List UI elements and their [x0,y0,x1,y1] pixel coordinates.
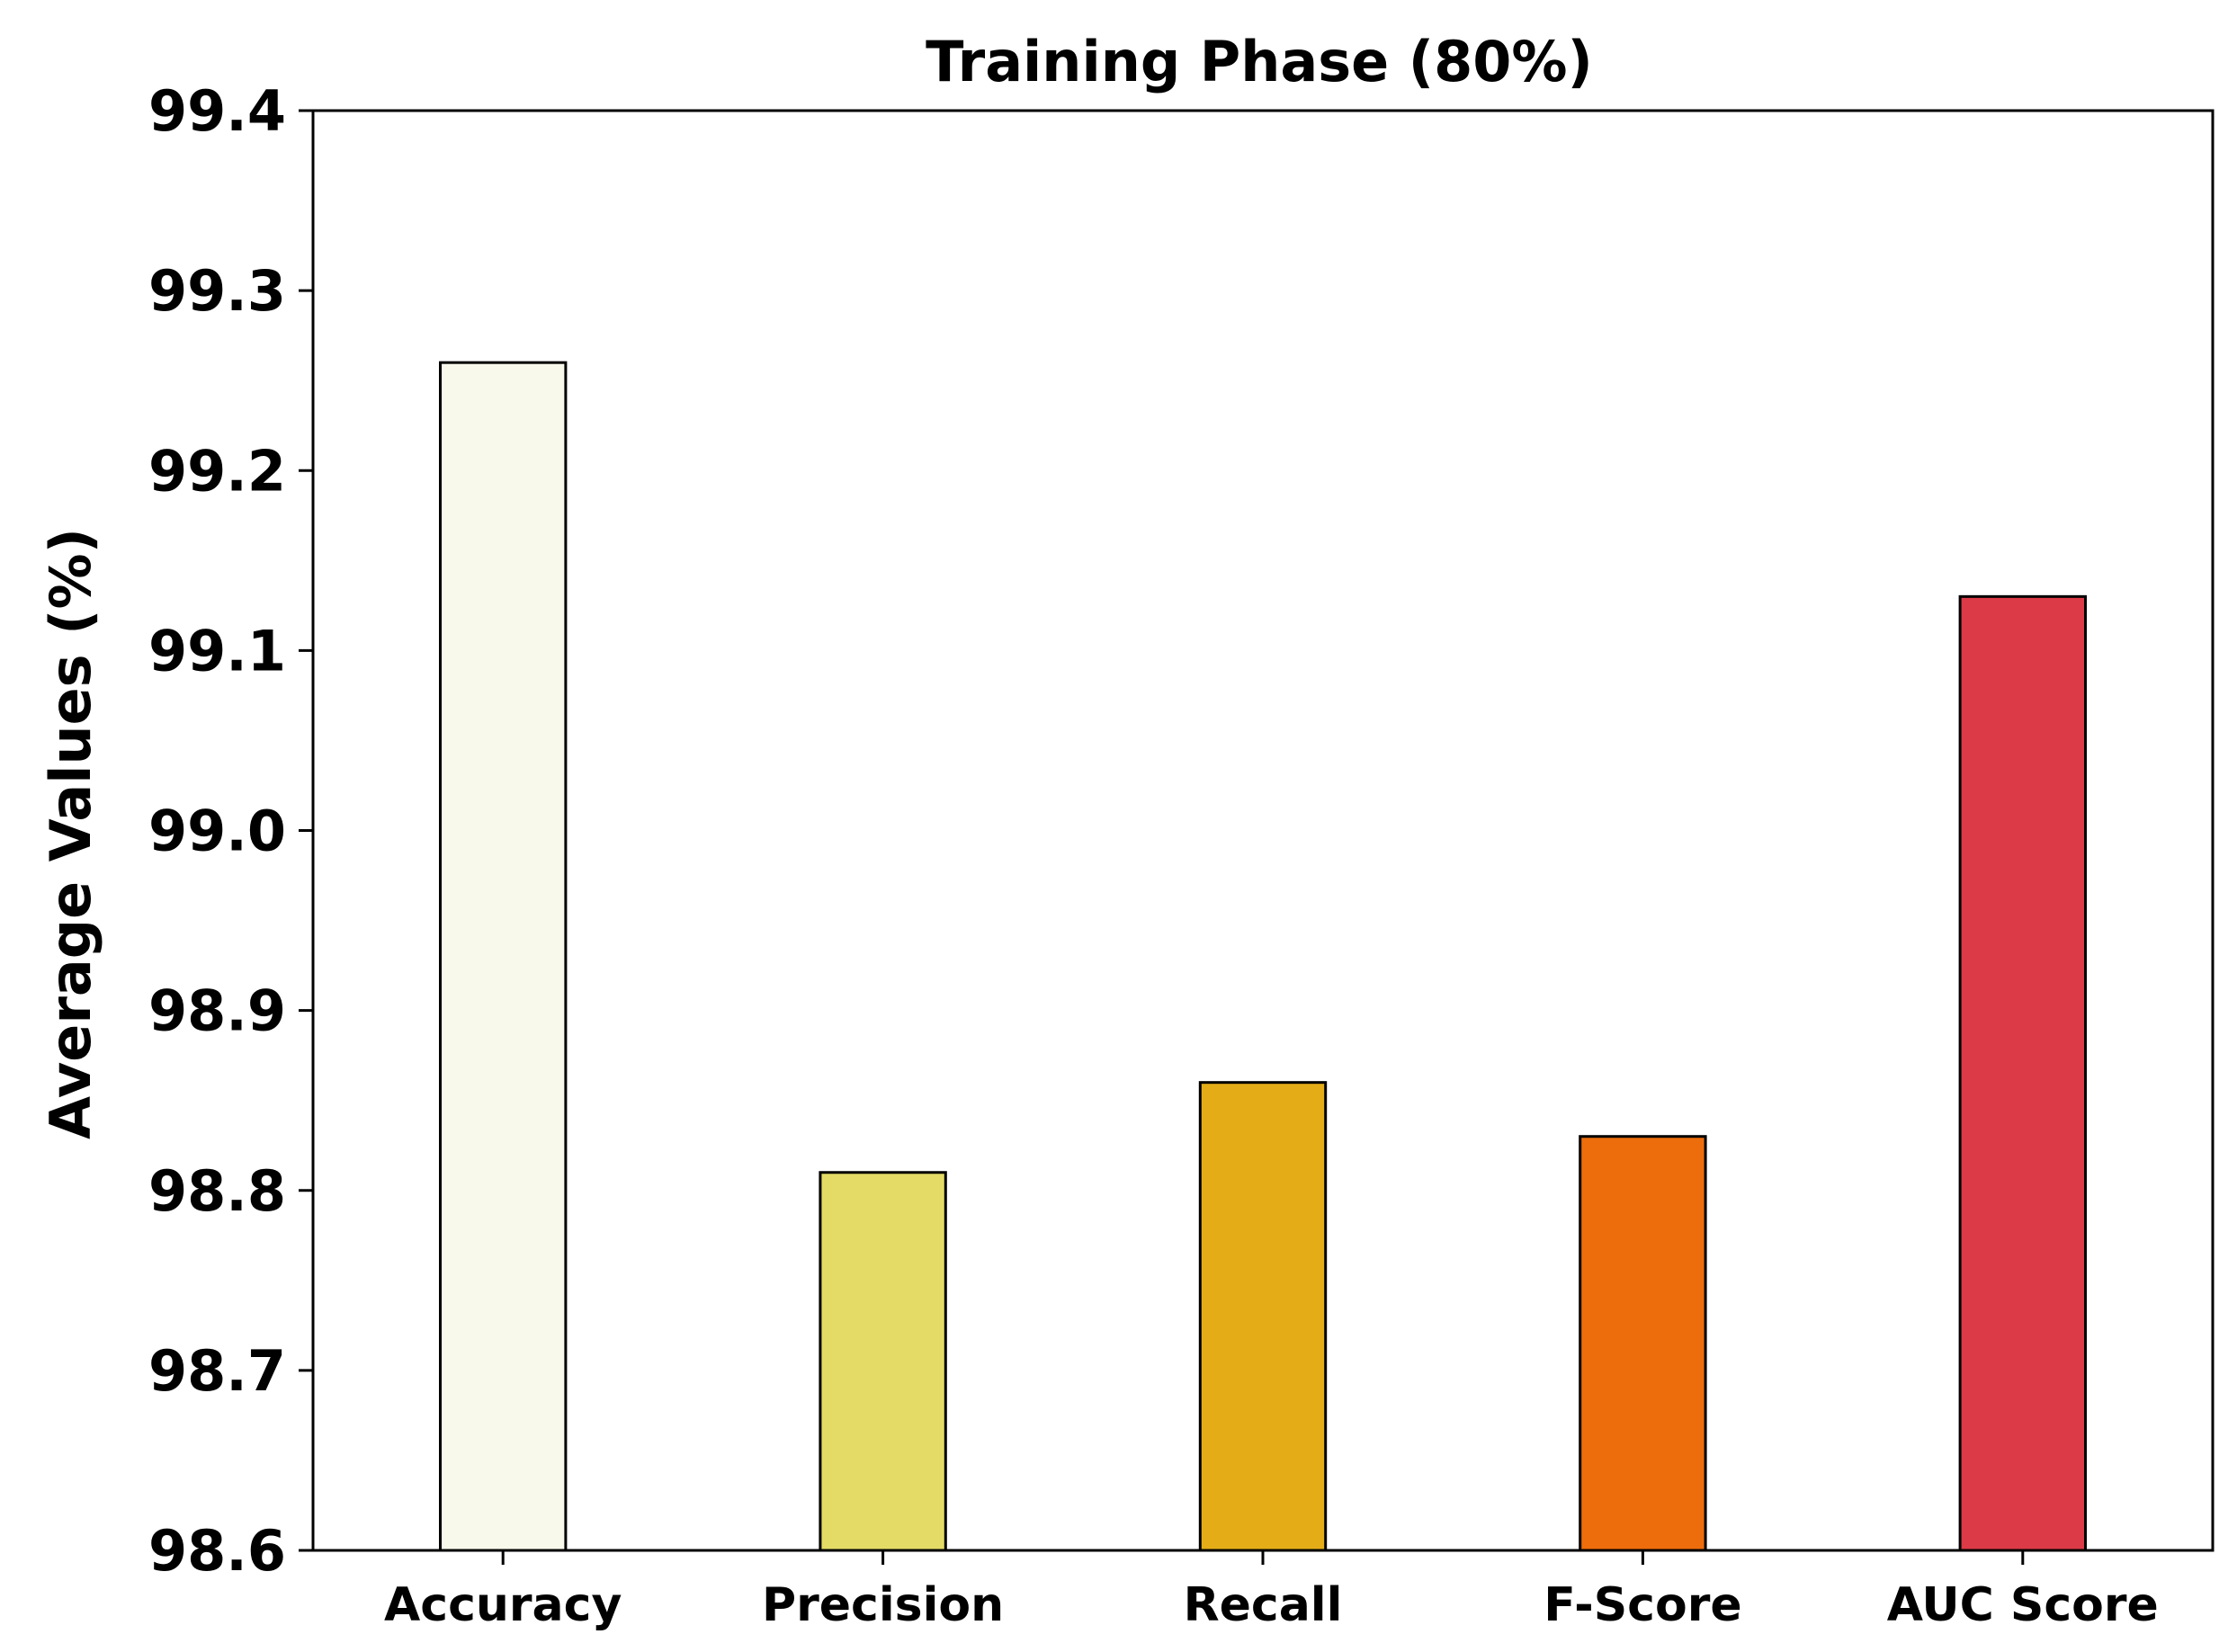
bar-series [439,361,2087,1552]
y-tick-label: 98.6 [148,1518,286,1584]
x-tick-label: Precision [762,1578,1004,1632]
y-tick-label: 98.7 [148,1338,286,1404]
y-tick-label: 98.9 [148,978,286,1044]
bar-f-score [1579,1135,1707,1552]
x-tick-label: AUC Score [1887,1578,2159,1632]
chart-title: Training Phase (80%) [926,29,1593,94]
y-tick-label: 98.8 [148,1158,286,1224]
bar-recall [1198,1081,1328,1552]
x-tick-label: Recall [1184,1578,1343,1632]
y-tick-label: 99.4 [148,78,286,144]
bar-precision [819,1171,947,1552]
bar-auc-score [1958,594,2087,1552]
x-tick-label: F-Score [1544,1578,1741,1632]
y-axis-label: Average Values (%) [38,528,103,1139]
x-axis-ticks: Accuracy Precision Recall F-Score AUC Score [384,1550,2159,1632]
y-tick-label: 99.1 [148,618,286,683]
plot-frame [311,109,2215,1552]
x-tick-label: Accuracy [384,1578,622,1632]
y-axis-ticks: 98.6 98.7 98.8 98.9 99.0 99.1 99.2 99.3 99.4 [148,78,313,1584]
y-tick-label: 99.0 [148,799,286,864]
bar-accuracy [439,361,568,1552]
y-tick-label: 99.2 [148,438,286,504]
y-tick-label: 99.3 [148,258,286,324]
